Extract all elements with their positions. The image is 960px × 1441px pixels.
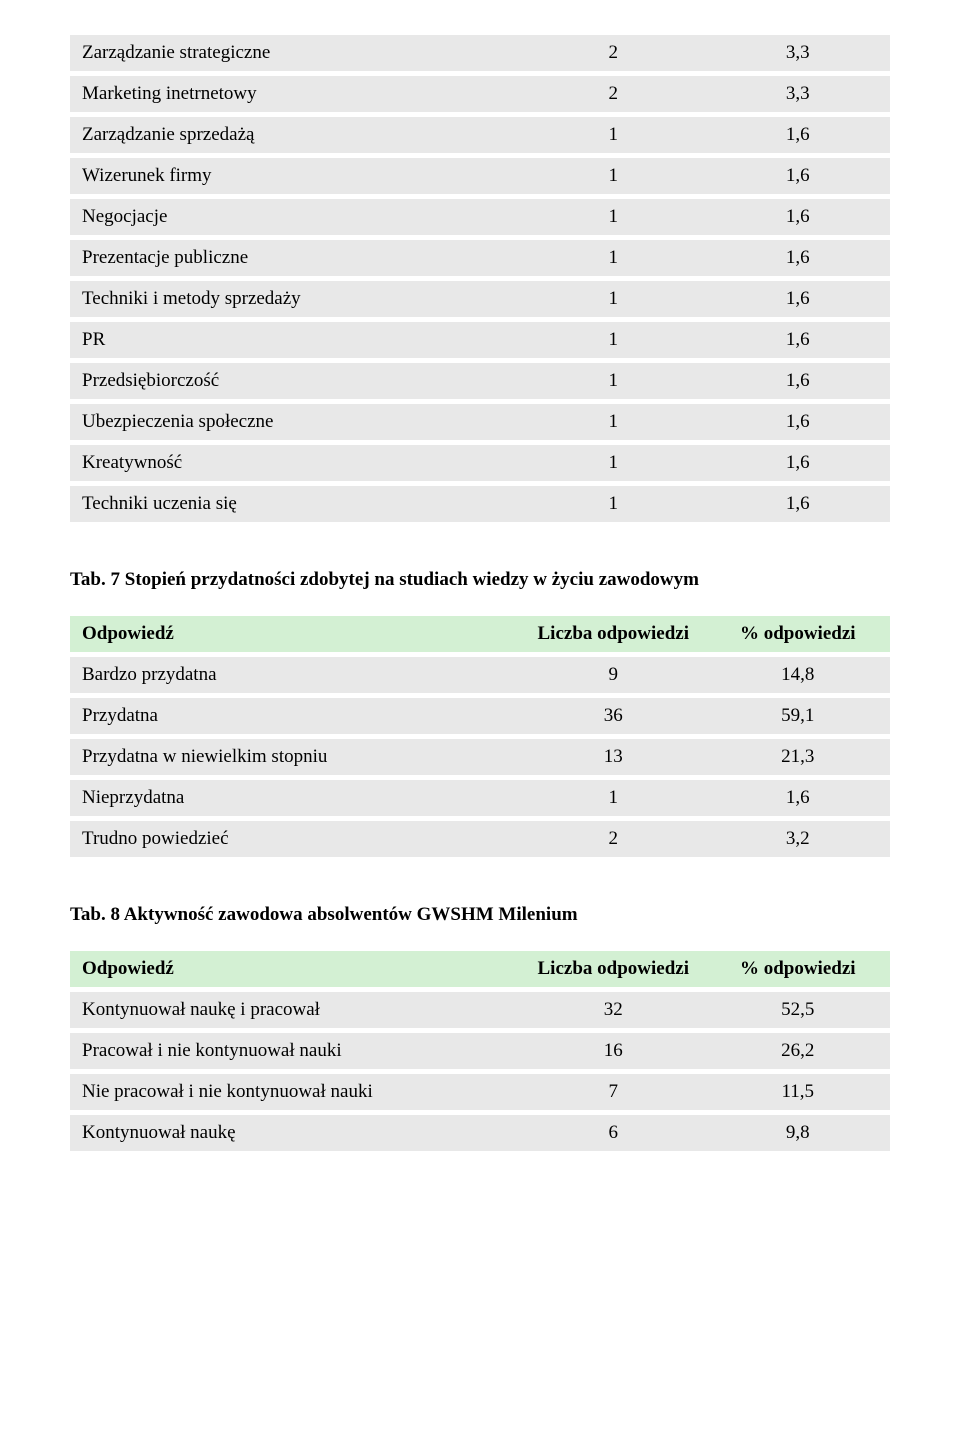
cell-count: 9 [521,657,706,693]
cell-pct: 21,3 [706,739,891,775]
table-row: Przydatna w niewielkim stopniu 13 21,3 [70,739,890,775]
header-count: Liczba odpowiedzi [521,951,706,987]
table-row: Techniki i metody sprzedaży 1 1,6 [70,281,890,317]
table-header: Odpowiedź Liczba odpowiedzi % odpowiedzi [70,951,890,987]
cell-pct: 1,6 [706,780,891,816]
table-3: Odpowiedź Liczba odpowiedzi % odpowiedzi… [70,946,890,1156]
cell-count: 2 [521,76,706,112]
table-2: Odpowiedź Liczba odpowiedzi % odpowiedzi… [70,611,890,862]
cell-label: Prezentacje publiczne [70,240,521,276]
cell-count: 2 [521,35,706,71]
cell-label: Pracował i nie kontynuował nauki [70,1033,521,1069]
cell-label: Trudno powiedzieć [70,821,521,857]
table-row: Bardzo przydatna 9 14,8 [70,657,890,693]
cell-count: 36 [521,698,706,734]
cell-label: Zarządzanie strategiczne [70,35,521,71]
table-row: Nie pracował i nie kontynuował nauki 7 1… [70,1074,890,1110]
cell-count: 2 [521,821,706,857]
table-row: PR 1 1,6 [70,322,890,358]
cell-count: 6 [521,1115,706,1151]
table-row: Prezentacje publiczne 1 1,6 [70,240,890,276]
cell-pct: 1,6 [706,117,891,153]
cell-label: Wizerunek firmy [70,158,521,194]
cell-pct: 52,5 [706,992,891,1028]
cell-pct: 1,6 [706,404,891,440]
section-title-tab7: Tab. 7 Stopień przydatności zdobytej na … [70,569,890,591]
cell-pct: 26,2 [706,1033,891,1069]
header-label: Odpowiedź [70,616,521,652]
table-row: Zarządzanie strategiczne 2 3,3 [70,35,890,71]
cell-count: 1 [521,445,706,481]
table-row: Kontynuował naukę 6 9,8 [70,1115,890,1151]
table-row: Negocjacje 1 1,6 [70,199,890,235]
cell-count: 1 [521,240,706,276]
table-row: Techniki uczenia się 1 1,6 [70,486,890,522]
cell-pct: 1,6 [706,322,891,358]
cell-pct: 1,6 [706,199,891,235]
table-row: Kontynuował naukę i pracował 32 52,5 [70,992,890,1028]
cell-pct: 14,8 [706,657,891,693]
cell-pct: 3,3 [706,76,891,112]
table-row: Kreatywność 1 1,6 [70,445,890,481]
cell-label: Marketing inetrnetowy [70,76,521,112]
cell-pct: 1,6 [706,158,891,194]
cell-label: Kontynuował naukę [70,1115,521,1151]
cell-count: 1 [521,158,706,194]
cell-pct: 3,3 [706,35,891,71]
cell-pct: 59,1 [706,698,891,734]
cell-label: Techniki uczenia się [70,486,521,522]
cell-pct: 1,6 [706,363,891,399]
cell-count: 1 [521,486,706,522]
cell-count: 1 [521,117,706,153]
section-title-tab8: Tab. 8 Aktywność zawodowa absolwentów GW… [70,904,890,926]
cell-label: Nieprzydatna [70,780,521,816]
header-count: Liczba odpowiedzi [521,616,706,652]
table-header: Odpowiedź Liczba odpowiedzi % odpowiedzi [70,616,890,652]
cell-label: Przydatna w niewielkim stopniu [70,739,521,775]
cell-count: 1 [521,363,706,399]
cell-count: 1 [521,199,706,235]
header-pct: % odpowiedzi [706,951,891,987]
cell-count: 1 [521,281,706,317]
cell-count: 16 [521,1033,706,1069]
table-row: Przedsiębiorczość 1 1,6 [70,363,890,399]
table-1: Zarządzanie strategiczne 2 3,3 Marketing… [70,30,890,527]
table-row: Pracował i nie kontynuował nauki 16 26,2 [70,1033,890,1069]
header-pct: % odpowiedzi [706,616,891,652]
cell-count: 7 [521,1074,706,1110]
cell-pct: 1,6 [706,445,891,481]
cell-label: Kreatywność [70,445,521,481]
cell-label: Kontynuował naukę i pracował [70,992,521,1028]
table-row: Zarządzanie sprzedażą 1 1,6 [70,117,890,153]
header-label: Odpowiedź [70,951,521,987]
table-row: Trudno powiedzieć 2 3,2 [70,821,890,857]
cell-count: 13 [521,739,706,775]
cell-label: Nie pracował i nie kontynuował nauki [70,1074,521,1110]
cell-pct: 11,5 [706,1074,891,1110]
cell-pct: 1,6 [706,240,891,276]
cell-label: Techniki i metody sprzedaży [70,281,521,317]
table-row: Ubezpieczenia społeczne 1 1,6 [70,404,890,440]
cell-pct: 9,8 [706,1115,891,1151]
cell-count: 32 [521,992,706,1028]
cell-label: Ubezpieczenia społeczne [70,404,521,440]
cell-label: Przydatna [70,698,521,734]
cell-label: Bardzo przydatna [70,657,521,693]
cell-pct: 1,6 [706,486,891,522]
cell-count: 1 [521,322,706,358]
cell-label: Zarządzanie sprzedażą [70,117,521,153]
cell-count: 1 [521,404,706,440]
cell-pct: 1,6 [706,281,891,317]
table-row: Marketing inetrnetowy 2 3,3 [70,76,890,112]
cell-label: Negocjacje [70,199,521,235]
cell-label: Przedsiębiorczość [70,363,521,399]
cell-label: PR [70,322,521,358]
table-row: Nieprzydatna 1 1,6 [70,780,890,816]
table-row: Wizerunek firmy 1 1,6 [70,158,890,194]
cell-pct: 3,2 [706,821,891,857]
table-row: Przydatna 36 59,1 [70,698,890,734]
cell-count: 1 [521,780,706,816]
